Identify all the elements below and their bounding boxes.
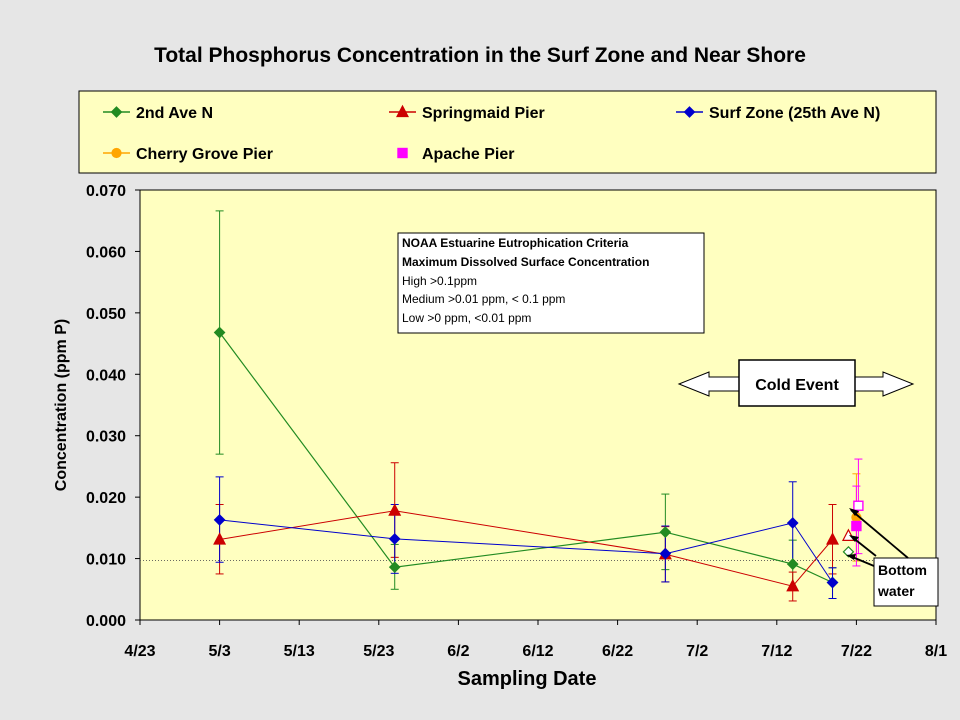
y-tick-label: 0.020 (86, 490, 126, 507)
x-tick-label: 7/12 (761, 643, 792, 660)
criteria-line-4: Medium >0.01 ppm, < 0.1 ppm (402, 292, 565, 306)
y-tick-label: 0.030 (86, 429, 126, 446)
data-point (213, 514, 226, 526)
x-tick-label: 7/22 (841, 643, 872, 660)
data-point (388, 503, 402, 516)
cold-event-label: Cold Event (755, 377, 839, 394)
bottom-water-label-1: Bottom (878, 562, 927, 578)
bottom-water-arrowhead-3 (846, 554, 856, 560)
criteria-line-3: High >0.1ppm (402, 274, 477, 288)
cold-event-box (738, 359, 856, 407)
data-point (826, 532, 840, 545)
x-tick-label: 5/13 (284, 643, 315, 660)
data-point (851, 520, 862, 532)
legend-marker (110, 106, 123, 118)
x-tick-label: 8/1 (925, 643, 947, 660)
chart-title: Total Phosphorus Concentration in the Su… (154, 44, 806, 67)
bottom-water-arrowhead-2 (849, 535, 859, 542)
legend-label: 2nd Ave N (136, 105, 213, 122)
criteria-note-box (397, 232, 705, 334)
legend-marker (111, 147, 122, 159)
y-axis-label: Concentration (ppm P) (53, 319, 70, 491)
y-tick-label: 0.010 (86, 552, 126, 569)
y-tick-label: 0.050 (86, 306, 126, 323)
legend-label: Springmaid Pier (422, 105, 545, 122)
data-point (388, 561, 401, 574)
bottom-water-point (853, 500, 864, 511)
bottom-water-arrow-1 (850, 509, 909, 559)
y-tick-label: 0.060 (86, 244, 126, 261)
bottom-water-annotation: Bottom water (846, 508, 939, 607)
legend-box (78, 90, 937, 174)
bottom-water-arrows (846, 508, 909, 567)
criteria-line-2: Maximum Dissolved Surface Concentration (402, 255, 649, 269)
data-point (826, 576, 839, 589)
bottom-water-point (842, 545, 855, 558)
legend-label: Apache Pier (422, 146, 514, 163)
criteria-note: NOAA Estuarine Eutrophication Criteria M… (397, 232, 705, 334)
legend-marker (683, 106, 696, 118)
x-tick-label: 7/2 (686, 643, 708, 660)
y-tick-label: 0.000 (86, 613, 126, 630)
criteria-line-1: NOAA Estuarine Eutrophication Criteria (402, 236, 629, 250)
bottom-water-label-2: water (877, 583, 915, 599)
data-point (659, 547, 672, 560)
data-point (786, 578, 800, 592)
legend-marker (397, 147, 408, 159)
y-tick-label: 0.040 (86, 367, 126, 384)
y-ticks: 0.000 0.010 0.020 0.030 0.040 0.050 0.060 0.070 (86, 183, 140, 630)
data-markers (213, 326, 864, 592)
data-point (786, 558, 799, 570)
bottom-water-box (873, 557, 939, 607)
x-axis-label: Sampling Date (458, 668, 597, 690)
x-tick-label: 4/23 (124, 643, 155, 660)
x-tick-label: 6/12 (522, 643, 553, 660)
legend-item: Apache Pier (397, 146, 514, 163)
data-point (213, 532, 227, 545)
bottom-water-arrowhead-1 (849, 508, 859, 516)
x-tick-label: 5/3 (208, 643, 230, 660)
x-tick-label: 6/22 (602, 643, 633, 660)
data-point (213, 326, 226, 339)
legend-item: Cherry Grove Pier (103, 146, 273, 163)
cold-event-annotation: Cold Event (677, 359, 915, 407)
legend: 2nd Ave N Springmaid Pier Surf Zone (25th … (103, 104, 880, 163)
x-ticks: 4/23 5/3 5/13 5/23 6/2 6/12 6/22 7/2 7/12 7/22 8/1 (124, 620, 947, 660)
criteria-line-5: Low >0 ppm, <0.01 ppm (402, 311, 531, 325)
legend-item: 2nd Ave N (103, 105, 213, 122)
data-point (388, 533, 401, 545)
legend-marker (396, 104, 409, 118)
x-tick-label: 5/23 (363, 643, 394, 660)
legend-label: Surf Zone (25th Ave N) (709, 105, 880, 122)
data-point (659, 526, 672, 539)
legend-item: Surf Zone (25th Ave N) (676, 105, 880, 122)
y-tick-label: 0.070 (86, 183, 126, 200)
data-point (786, 517, 799, 529)
x-tick-label: 6/2 (447, 643, 469, 660)
legend-label: Cherry Grove Pier (136, 146, 273, 163)
legend-item: Springmaid Pier (389, 104, 545, 122)
bottom-water-point (841, 528, 855, 541)
